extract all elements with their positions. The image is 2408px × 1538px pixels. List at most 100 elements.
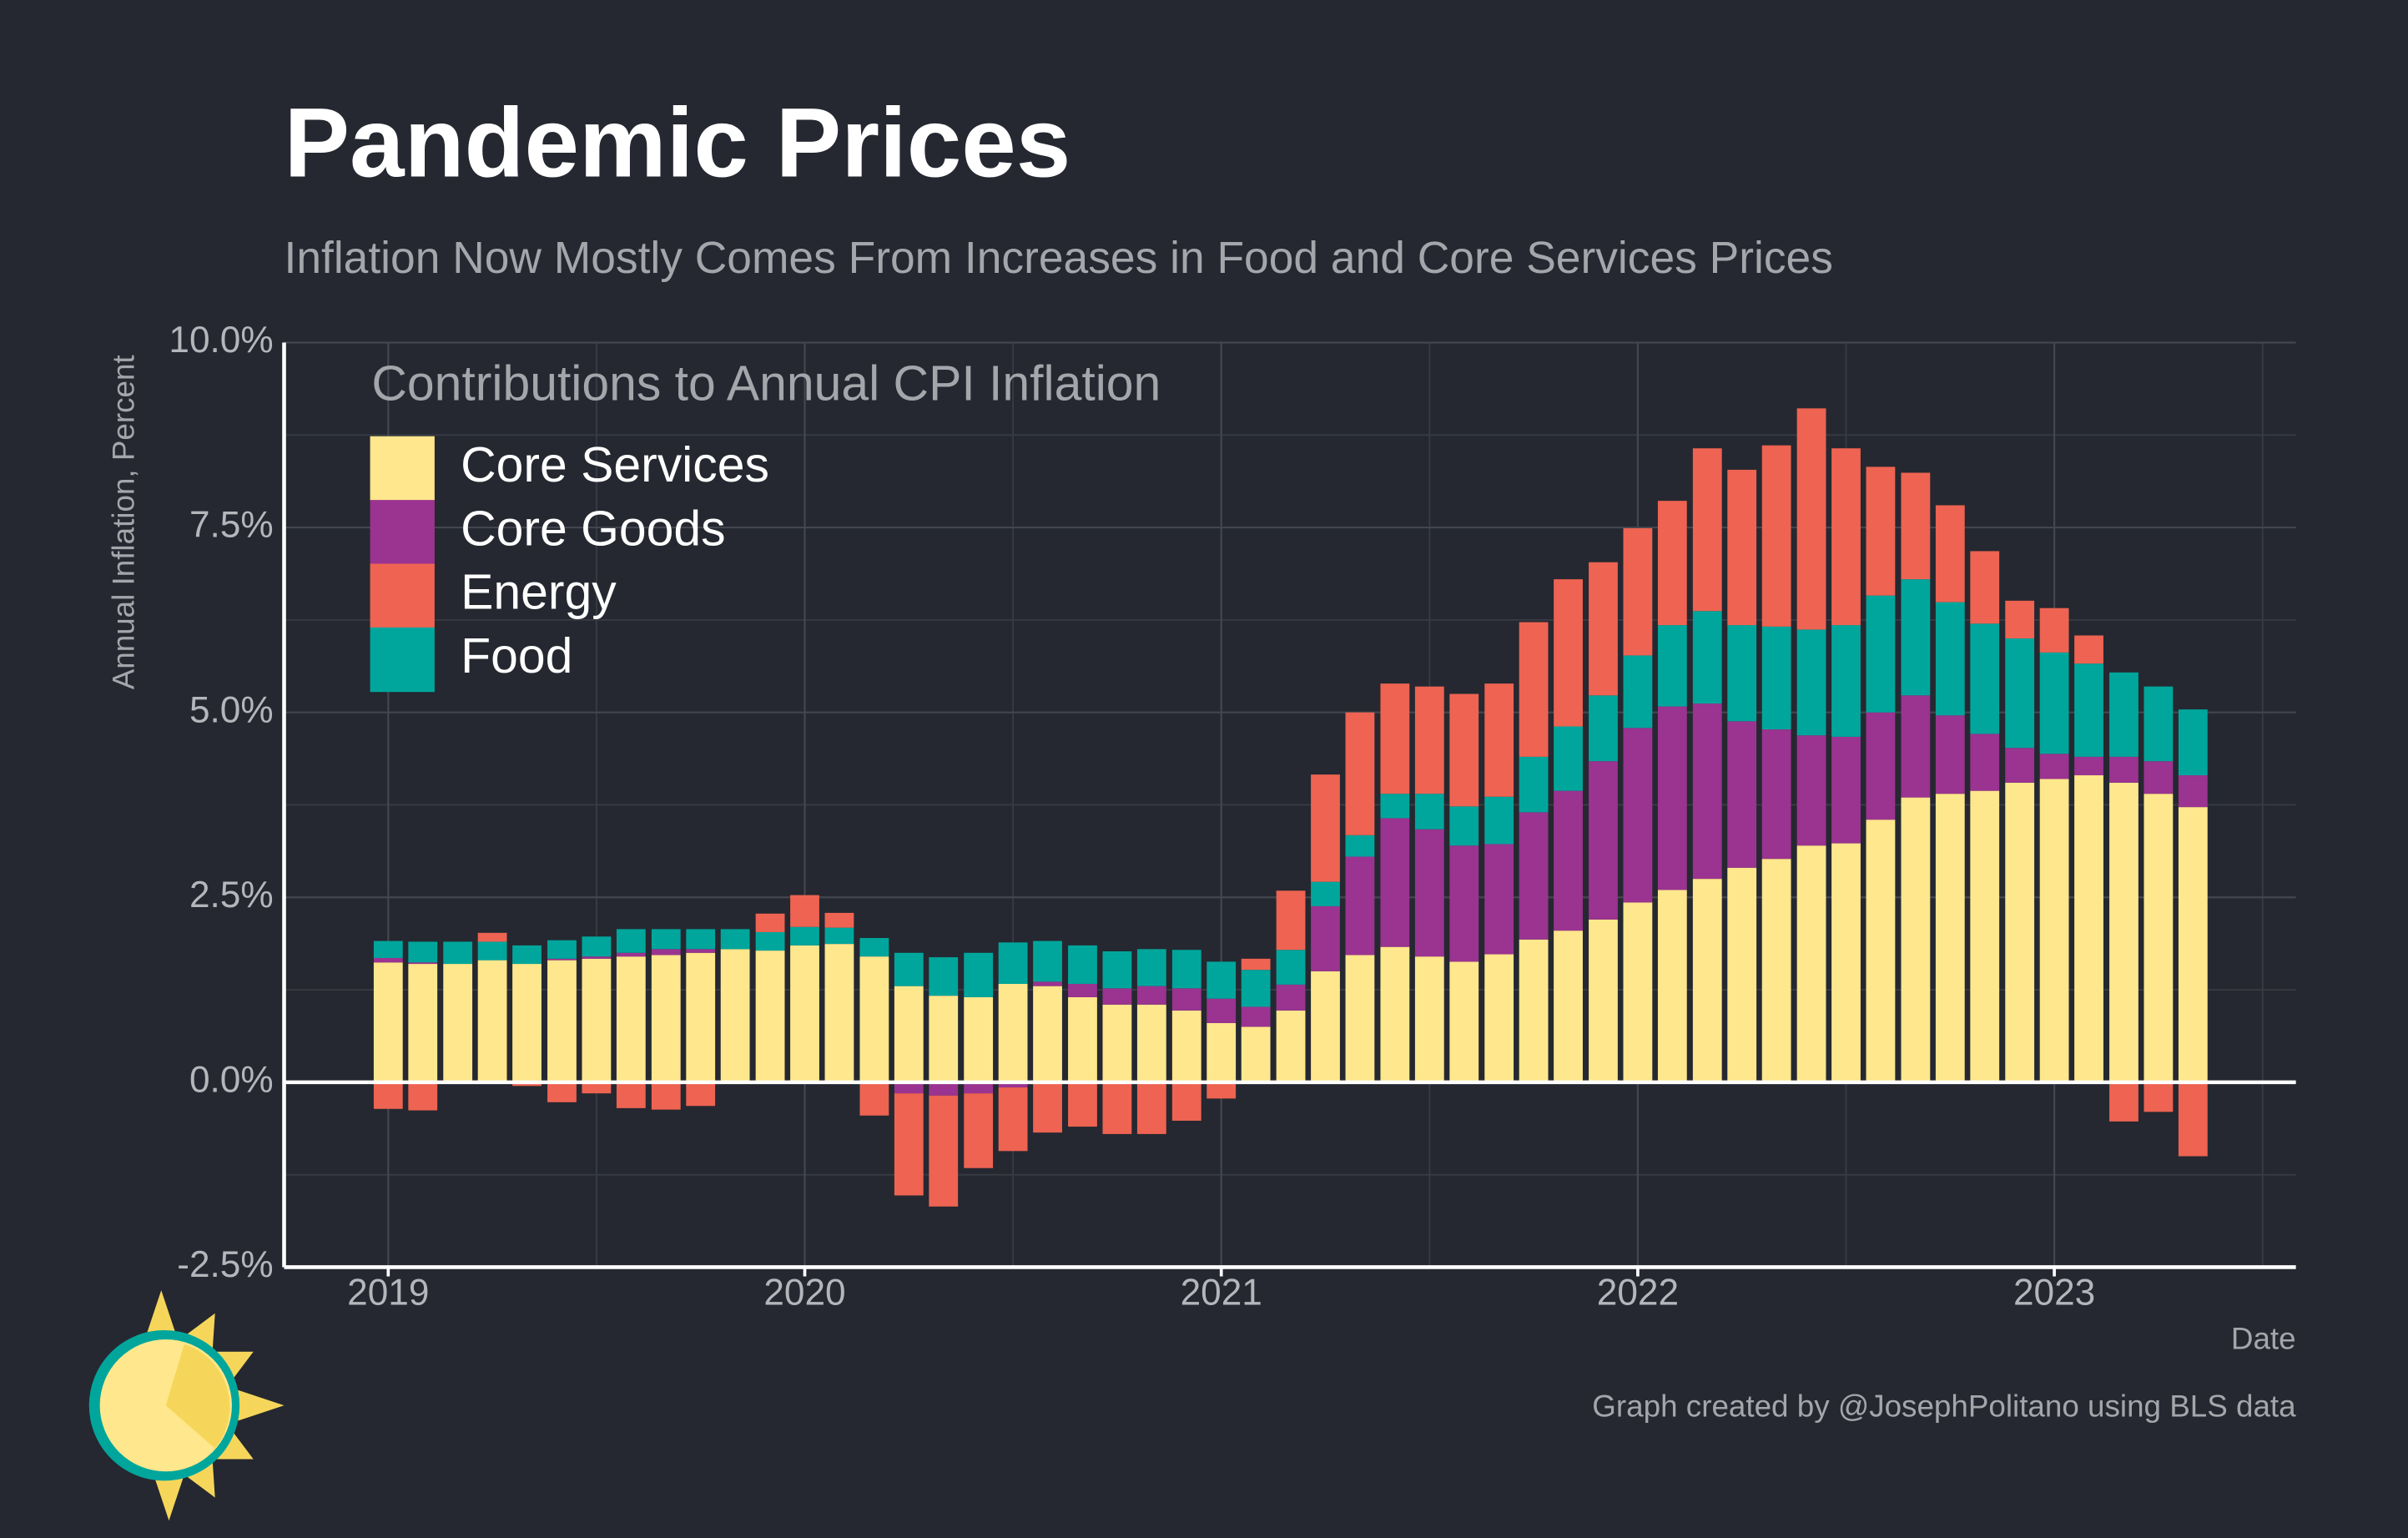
bar-segment xyxy=(1831,736,1861,844)
bar-segment xyxy=(1589,695,1618,762)
bar-segment xyxy=(1102,1082,1132,1134)
bar-segment xyxy=(1207,1022,1237,1082)
bar-segment xyxy=(1692,879,1722,1082)
bar-segment xyxy=(824,944,854,1082)
bar-segment xyxy=(1311,905,1340,971)
bar-segment xyxy=(1033,940,1062,982)
bar-segment xyxy=(1796,845,1826,1082)
bar-segment xyxy=(686,1082,716,1107)
bar-segment xyxy=(512,964,542,1082)
bar-segment xyxy=(964,1082,994,1094)
bar-segment xyxy=(1831,843,1861,1082)
bar-segment xyxy=(1484,844,1514,955)
bar-segment xyxy=(1727,867,1757,1082)
bar-segment xyxy=(1970,734,2000,791)
bar-segment xyxy=(1796,408,1826,630)
bar-segment xyxy=(1796,735,1826,846)
logo xyxy=(88,1290,285,1521)
bar-segment xyxy=(1068,983,1097,997)
bar-segment xyxy=(1623,655,1653,729)
bar-segment xyxy=(1033,986,1062,1082)
bar-segment xyxy=(2039,779,2069,1082)
bar-segment xyxy=(477,932,507,942)
bar-segment xyxy=(1449,961,1479,1082)
bar-segment xyxy=(2178,775,2208,808)
bar-segment xyxy=(1033,1082,1062,1133)
bar-segment xyxy=(616,1082,646,1108)
bar-segment xyxy=(1554,579,1583,727)
bar-segment xyxy=(929,957,959,996)
bar-segment xyxy=(1727,721,1757,868)
bar-segment xyxy=(1414,829,1444,957)
bar-segment xyxy=(998,1082,1028,1088)
bar-segment xyxy=(894,1093,924,1196)
bar-segment xyxy=(1935,602,1965,716)
bar-segment xyxy=(2039,652,2069,754)
bar-segment xyxy=(1414,686,1444,794)
bar-segment xyxy=(1484,796,1514,845)
bar-segment xyxy=(2178,807,2208,1082)
bar-segment xyxy=(720,949,750,1082)
bar-segment xyxy=(1345,856,1375,956)
bar-segment xyxy=(1414,956,1444,1082)
bar-segment xyxy=(616,956,646,1082)
legend-label: Core Goods xyxy=(461,502,725,556)
bar-segment xyxy=(1796,629,1826,736)
bar-segment xyxy=(408,964,438,1082)
bar-segment xyxy=(790,895,819,927)
bar-segment xyxy=(2109,1082,2138,1122)
logo-slice xyxy=(165,1344,230,1449)
bar-segment xyxy=(1033,981,1062,986)
bar-segment xyxy=(1589,919,1618,1082)
bar-segment xyxy=(1241,1026,1271,1082)
bar-segment xyxy=(1136,986,1166,1005)
caption: Graph created by @JosephPolitano using B… xyxy=(1592,1389,2296,1424)
bar-segment xyxy=(929,1095,959,1207)
bar-segment xyxy=(2005,782,2035,1082)
bar-segment xyxy=(1831,625,1861,737)
bar-segment xyxy=(616,929,646,953)
y-tick-label: 0.0% xyxy=(189,1060,274,1101)
x-axis-label: Date xyxy=(2231,1322,2296,1356)
bar-segment xyxy=(2109,782,2138,1082)
bar-segment xyxy=(477,941,507,961)
bar-segment xyxy=(2178,709,2208,776)
y-tick-label: 10.0% xyxy=(169,320,273,361)
bar-segment xyxy=(1136,949,1166,986)
legend: Contributions to Annual CPI Inflation Cor… xyxy=(370,356,1161,693)
bar-segment xyxy=(1449,806,1479,846)
bar-segment xyxy=(1866,712,1896,820)
bar-segment xyxy=(2074,635,2103,664)
bar-segment xyxy=(686,952,716,1082)
bar-segment xyxy=(1692,703,1722,880)
x-tick-label: 2019 xyxy=(347,1272,429,1313)
bar-segment xyxy=(582,956,612,959)
bar-segment xyxy=(1068,996,1097,1082)
bar-segment xyxy=(582,936,612,957)
legend-swatch xyxy=(370,627,435,693)
bar-segment xyxy=(1171,988,1201,1011)
bar-segment xyxy=(1380,683,1410,794)
bar-segment xyxy=(755,931,785,951)
legend-swatch xyxy=(370,436,435,502)
bar-segment xyxy=(1380,794,1410,819)
bar-segment xyxy=(2074,775,2103,1082)
bar-segment xyxy=(2005,638,2035,749)
bar-segment xyxy=(1102,988,1132,1005)
bar-segment xyxy=(1657,625,1687,707)
bar-segment xyxy=(1241,1006,1271,1027)
bar-segment xyxy=(1692,448,1722,612)
legend-label: Food xyxy=(461,629,572,683)
bar-segment xyxy=(1623,902,1653,1082)
bar-segment xyxy=(859,956,889,1082)
bar-segment xyxy=(790,926,819,945)
bar-segment xyxy=(790,945,819,1082)
bar-segment xyxy=(1068,1082,1097,1127)
bar-segment xyxy=(651,955,681,1082)
y-tick-label: 2.5% xyxy=(189,875,274,915)
bar-segment xyxy=(1727,469,1757,626)
bar-segment xyxy=(1761,729,1791,860)
bar-segment xyxy=(1970,623,2000,734)
